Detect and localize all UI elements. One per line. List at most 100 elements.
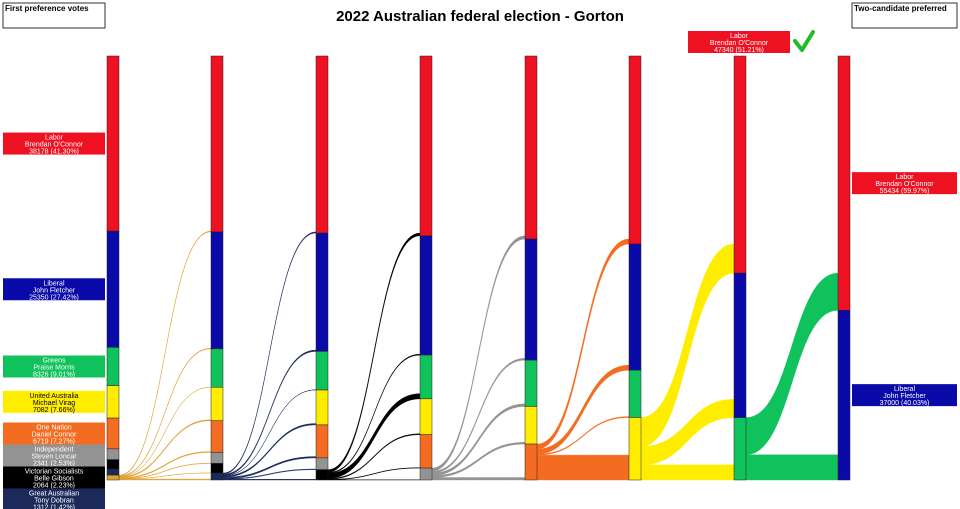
- preference-flow: [431, 235, 526, 472]
- preference-flow: [222, 479, 317, 481]
- candidate-label: Liberal: [43, 280, 64, 287]
- candidate-label: 47340 (51.21%): [714, 47, 764, 54]
- heading-box: [851, 2, 958, 29]
- count-bar: [837, 310, 851, 481]
- preference-flow: [118, 451, 212, 479]
- count-bar: [210, 420, 224, 453]
- candidate-label-box: [852, 172, 957, 195]
- count-bar: [524, 359, 538, 407]
- count-bar: [733, 55, 747, 274]
- count-bar: [210, 55, 224, 233]
- preference-flow: [745, 454, 839, 481]
- count-bar: [315, 457, 329, 470]
- count-bar: [315, 351, 329, 391]
- candidate-label: Daniel Connor: [32, 431, 77, 438]
- count-bar: [106, 385, 120, 419]
- count-bar: [628, 417, 642, 481]
- candidate-label: 25350 (27.42%): [29, 294, 79, 301]
- count-bar: [315, 469, 329, 481]
- chart-title: 2022 Australian federal election - Gorto…: [336, 8, 624, 25]
- count-bar: [106, 55, 120, 232]
- candidate-label-box: [3, 355, 105, 378]
- candidate-label-box: [688, 31, 790, 53]
- candidate-label: Tony Dobran: [34, 497, 74, 504]
- count-bar: [628, 55, 642, 245]
- candidate-label: Victorian Socialists: [25, 468, 84, 475]
- count-bar: [210, 472, 224, 481]
- count-bar: [628, 243, 642, 371]
- count-bar: [524, 443, 538, 481]
- count-bar: [524, 55, 538, 240]
- candidate-label-box: [3, 390, 105, 413]
- count-bar: [210, 463, 224, 474]
- preference-flow: [118, 386, 212, 477]
- candidate-label: John Fletcher: [33, 287, 76, 294]
- count-bar: [106, 448, 120, 460]
- preference-flow: [745, 272, 839, 455]
- candidate-label: Independent: [35, 446, 74, 453]
- preference-flow: [222, 423, 317, 478]
- count-bar: [419, 235, 433, 356]
- candidate-label: One Nation: [36, 424, 72, 431]
- preference-flow: [536, 238, 630, 450]
- candidate-label: Labor: [896, 174, 915, 181]
- preference-flow: [222, 349, 317, 476]
- count-bar: [419, 354, 433, 400]
- winner-check: [793, 30, 815, 52]
- count-bar: [524, 406, 538, 445]
- candidate-label-box: [3, 278, 105, 301]
- candidate-label: Steven Loncar: [31, 453, 77, 460]
- candidate-label: John Fletcher: [883, 393, 926, 400]
- candidate-label: 55434 (59.97%): [880, 188, 930, 195]
- count-bar: [106, 459, 120, 470]
- preference-flow: [640, 464, 735, 481]
- candidate-label-box: [852, 384, 957, 407]
- preference-flow: [431, 358, 526, 474]
- preference-flow: [536, 454, 630, 481]
- preference-flow: [118, 419, 212, 478]
- candidate-label: 8326 (9.01%): [33, 371, 75, 378]
- candidate-label: Brendan O'Connor: [25, 142, 84, 149]
- candidate-label-box: [3, 466, 105, 489]
- count-bar: [106, 347, 120, 386]
- count-bar: [106, 468, 120, 476]
- count-bar: [628, 369, 642, 418]
- right-heading: Two-candidate preferred: [854, 4, 947, 13]
- preference-flow: [222, 231, 317, 475]
- count-bar: [315, 389, 329, 426]
- count-bar: [524, 238, 538, 361]
- count-bar: [315, 424, 329, 459]
- count-bar: [733, 417, 747, 481]
- candidate-label: United Australia: [29, 393, 78, 400]
- count-bar: [106, 230, 120, 348]
- candidate-label: Liberal: [894, 386, 915, 393]
- count-bar: [419, 55, 433, 237]
- candidate-label: Greens: [43, 357, 66, 364]
- preference-flow: [118, 478, 212, 481]
- candidate-label-box: [3, 422, 105, 445]
- count-bar: [106, 474, 120, 481]
- candidate-label: Brendan O'Connor: [710, 40, 769, 47]
- preference-flow: [431, 477, 526, 481]
- count-bar: [837, 55, 851, 311]
- left-heading: First preference votes: [5, 4, 89, 13]
- count-bar: [210, 452, 224, 464]
- count-bar: [419, 467, 433, 481]
- candidate-label: Labor: [730, 33, 749, 40]
- count-bar: [106, 417, 120, 450]
- candidate-label: Michael Virag: [33, 400, 75, 407]
- candidate-label: Belle Gibson: [34, 475, 74, 482]
- count-bar: [210, 348, 224, 388]
- candidate-label-box: [3, 488, 105, 509]
- count-bar: [315, 232, 329, 352]
- candidate-label: Great Australian: [29, 490, 79, 497]
- preference-flow: [327, 353, 421, 474]
- count-bar: [733, 272, 747, 418]
- candidate-label: 6719 (7.27%): [33, 438, 75, 445]
- candidate-label: Praise Morris: [33, 364, 75, 371]
- count-bar: [419, 434, 433, 469]
- candidate-label: 38178 (41.30%): [29, 149, 79, 156]
- candidate-label: 2341 (2.53%): [33, 460, 75, 467]
- candidate-label-box: [3, 444, 105, 467]
